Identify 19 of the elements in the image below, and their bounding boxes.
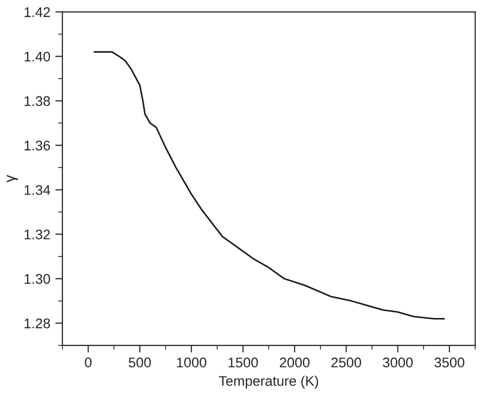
x-tick-label: 3500	[434, 358, 464, 368]
y-tick-label: 1.28	[24, 318, 50, 328]
x-tick-label: 2500	[331, 358, 362, 368]
y-tick-label: 1.32	[24, 230, 50, 240]
y-axis-title: γ	[6, 174, 18, 182]
x-tick-label: 1500	[228, 358, 258, 368]
y-tick-label: 1.30	[24, 274, 50, 284]
x-tick-label: 500	[128, 358, 151, 368]
x-axis-title: Temperature (K)	[218, 376, 318, 389]
y-tick-label: 1.40	[24, 52, 50, 62]
line-series	[94, 51, 446, 320]
y-tick-label: 1.42	[24, 7, 50, 17]
x-tick-label: 1000	[177, 358, 206, 368]
x-tick-label: 0	[84, 358, 92, 368]
y-tick-label: 1.36	[24, 140, 50, 150]
x-tick-label: 2000	[280, 358, 310, 368]
y-tick-label: 1.38	[24, 96, 50, 106]
y-tick-label: 1.34	[24, 185, 50, 195]
x-tick-label: 3000	[382, 358, 413, 368]
